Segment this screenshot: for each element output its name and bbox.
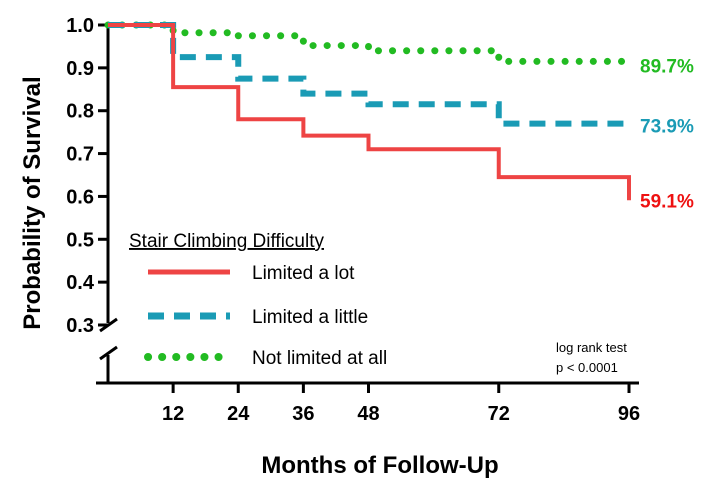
end-value-label: 73.9%	[640, 117, 694, 138]
x-tick-label: 48	[357, 403, 379, 425]
annotation-line-2: p < 0.0001	[556, 360, 618, 375]
axes	[96, 23, 639, 385]
end-value-label: 89.7%	[640, 57, 694, 78]
x-tick-label: 12	[162, 403, 184, 425]
y-tick-label: 1.0	[66, 15, 94, 37]
x-tick-label: 96	[618, 403, 640, 425]
y-tick-label: 0.6	[66, 186, 94, 208]
legend-title: Stair Climbing Difficulty	[129, 231, 324, 252]
end-value-label: 59.1%	[640, 191, 694, 212]
axis-break-mark	[99, 345, 118, 361]
x-tick-label: 72	[488, 403, 510, 425]
ticks: 0.3 0.4 0.5 0.6 0.7 0.8 0.9 1.0 12 24 36 48 72 96	[66, 15, 640, 425]
y-tick-label: 0.8	[66, 101, 94, 123]
legend-label: Limited a little	[252, 307, 368, 328]
legend-items: Limited a lot Limited a little Not limited…	[144, 263, 387, 369]
y-tick-label: 0.7	[66, 144, 94, 166]
y-axis-title: Probability of Survival	[19, 76, 46, 329]
series-line-solid	[108, 23, 631, 201]
y-tick-label: 0.5	[66, 229, 94, 251]
x-axis-title: Months of Follow-Up	[261, 452, 498, 479]
annotation-line-1: log rank test	[556, 340, 627, 355]
x-tick-label: 24	[227, 403, 250, 425]
series-line-dashed	[108, 22, 632, 127]
legend-label: Limited a lot	[252, 263, 355, 284]
end-labels: 89.7% 73.9% 59.1%	[640, 57, 694, 213]
legend-label: Not limited at all	[252, 348, 387, 369]
y-tick-label: 0.9	[66, 58, 94, 80]
stats-annotation: log rank test p < 0.0001	[556, 340, 627, 375]
x-tick-label: 36	[292, 403, 314, 425]
series-layer	[104, 21, 633, 201]
legend: Stair Climbing Difficulty Limited a lotL…	[129, 231, 387, 369]
y-tick-label: 0.3	[66, 315, 94, 337]
y-tick-label: 0.4	[66, 272, 95, 294]
axis-break-mark	[99, 317, 118, 333]
